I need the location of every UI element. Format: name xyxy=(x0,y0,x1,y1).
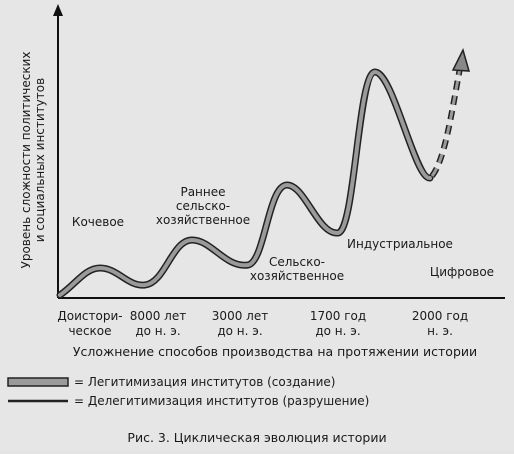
x-axis-label: Усложнение способов производства на прот… xyxy=(73,344,477,359)
x-tick-label: Доистори- xyxy=(57,309,122,323)
future-curve-inner xyxy=(430,67,462,177)
stage-label: Индустриальное xyxy=(347,237,453,251)
stage-label: Раннее xyxy=(180,185,225,199)
caption: Рис. 3. Циклическая эволюция истории xyxy=(127,430,386,445)
y-axis-label-line: Уровень сложности политических xyxy=(19,52,33,269)
y-axis-label-line: и социальных институтов xyxy=(33,78,47,242)
legend-swatch-thick xyxy=(7,377,69,387)
legend-label: = Легитимизация институтов (создание) xyxy=(74,375,335,389)
future-arrow xyxy=(451,47,471,72)
x-tick-label: 8000 лет xyxy=(130,309,186,323)
stage-label: Цифровое xyxy=(430,265,494,279)
x-tick-label: ческое xyxy=(68,324,111,338)
y-axis-label: Уровень сложности политических и социаль… xyxy=(19,52,47,269)
curve xyxy=(58,69,432,297)
stage-label: хозяйственное xyxy=(156,213,250,227)
x-tick-label: до н. э. xyxy=(315,324,360,338)
legend-label: = Делегитимизация институтов (разрушение… xyxy=(74,394,369,408)
x-tick-label: 1700 год xyxy=(310,309,366,323)
stage-label: Кочевое xyxy=(72,215,124,229)
x-tick-label: н. э. xyxy=(427,324,453,338)
x-tick-label: 2000 год xyxy=(412,309,468,323)
x-tick-label: 3000 лет xyxy=(212,309,268,323)
y-axis-arrow xyxy=(53,4,63,16)
x-tick-label: до н. э. xyxy=(217,324,262,338)
stage-label: сельско- xyxy=(176,199,230,213)
stage-label: хозяйственное xyxy=(250,269,344,283)
x-tick-label: до н. э. xyxy=(135,324,180,338)
stage-label: Сельско- xyxy=(269,255,325,269)
